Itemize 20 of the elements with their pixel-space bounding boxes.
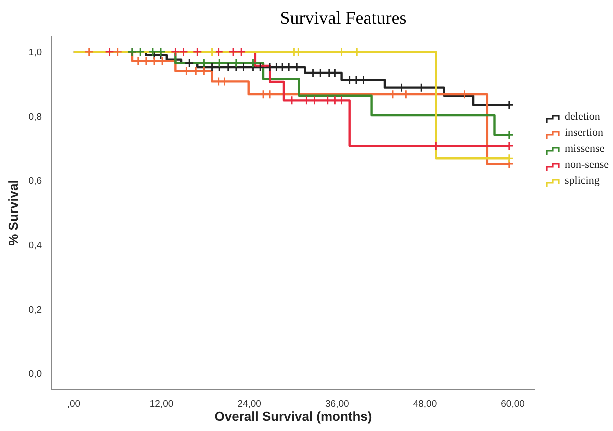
- y-tick-label: 0,8: [28, 112, 42, 123]
- x-tick-label: 36,00: [326, 399, 350, 410]
- y-tick-label: 0,2: [28, 304, 42, 316]
- x-tick-label: 60,00: [501, 399, 525, 410]
- x-axis-title: Overall Survival (months): [214, 409, 372, 424]
- chart-title: Survival Features: [280, 8, 407, 28]
- x-tick-label: 48,00: [413, 399, 438, 410]
- y-tick-label: 0,4: [28, 240, 42, 252]
- x-tick-label: 12,00: [150, 399, 174, 410]
- legend-label: splicing: [565, 175, 600, 187]
- y-tick-label: 1,0: [28, 47, 42, 58]
- legend-label: non-sense: [565, 159, 610, 171]
- legend-label: insertion: [565, 127, 604, 139]
- legend-label: deletion: [565, 111, 601, 123]
- legend-label: missense: [565, 143, 605, 155]
- x-tick-label: ,00: [67, 399, 81, 410]
- y-axis-title: % Survival: [6, 180, 21, 246]
- y-tick-label: 0,0: [28, 369, 42, 380]
- y-tick-label: 0,6: [28, 176, 42, 188]
- x-tick-label: 24,00: [238, 399, 262, 410]
